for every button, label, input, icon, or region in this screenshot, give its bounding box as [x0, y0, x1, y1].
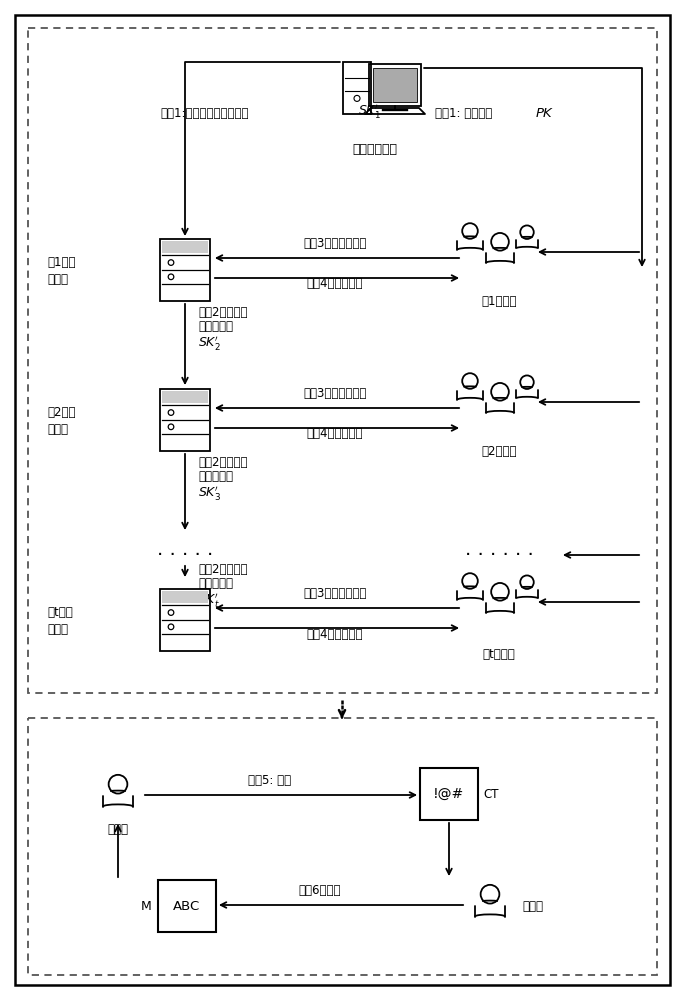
- Text: 钥提取参数: 钥提取参数: [198, 470, 233, 483]
- Text: 钥提取参数: 钥提取参数: [198, 320, 233, 333]
- Text: 步骤3：注册、认证: 步骤3：注册、认证: [303, 587, 366, 600]
- Text: 第2层用户: 第2层用户: [482, 445, 516, 458]
- Text: 第t层认
证机构: 第t层认 证机构: [47, 606, 73, 636]
- Bar: [28, 28, 657, 693]
- Text: ABC: ABC: [173, 900, 201, 912]
- Text: 步骤2：传递私: 步骤2：传递私: [198, 306, 247, 319]
- Text: 步骤2：传递私: 步骤2：传递私: [198, 456, 247, 469]
- Text: 第t层用户: 第t层用户: [483, 648, 515, 661]
- Text: 步骤4：分发私钥: 步骤4：分发私钥: [307, 427, 363, 440]
- Text: $SK_t^{\prime}$: $SK_t^{\prime}$: [198, 591, 220, 609]
- Text: 钥提取参数: 钥提取参数: [198, 577, 233, 590]
- Text: 步骤2：传递私: 步骤2：传递私: [198, 563, 247, 576]
- Bar: [162, 391, 208, 403]
- Bar: [162, 591, 208, 603]
- Bar: [343, 62, 371, 114]
- Bar: [162, 241, 208, 253]
- Text: 加密者: 加密者: [108, 823, 129, 836]
- Text: · · · · ·: · · · · ·: [157, 546, 213, 565]
- Text: !@#: !@#: [434, 787, 464, 801]
- Bar: [160, 589, 210, 651]
- Bar: [420, 768, 478, 820]
- Text: $SK_1^{\prime}$: $SK_1^{\prime}$: [358, 102, 381, 120]
- Bar: [158, 880, 216, 932]
- Bar: [373, 68, 417, 102]
- Text: 解密者: 解密者: [522, 900, 543, 914]
- Text: 步骤3：注册、认证: 步骤3：注册、认证: [303, 237, 366, 250]
- Bar: [160, 389, 210, 451]
- Text: 步骤6：解密: 步骤6：解密: [299, 884, 341, 897]
- Text: CT: CT: [483, 788, 499, 800]
- Text: $SK_2^{\prime}$: $SK_2^{\prime}$: [198, 334, 221, 352]
- Text: 步骤1:传递根私钥提取参数: 步骤1:传递根私钥提取参数: [160, 107, 249, 120]
- Text: 第1层用户: 第1层用户: [482, 295, 516, 308]
- Text: 步骤3：注册、认证: 步骤3：注册、认证: [303, 387, 366, 400]
- Text: M: M: [141, 900, 152, 912]
- Text: 步骤4：分发私钥: 步骤4：分发私钥: [307, 277, 363, 290]
- Text: 第1层认
证机构: 第1层认 证机构: [47, 256, 75, 286]
- Text: 步骤1: 公布公钥: 步骤1: 公布公钥: [435, 107, 493, 120]
- Text: 步骤5: 加密: 步骤5: 加密: [249, 774, 292, 787]
- Bar: [160, 239, 210, 301]
- Text: · · · · · ·: · · · · · ·: [464, 546, 534, 565]
- Bar: [28, 718, 657, 975]
- Text: 第2层认
证机构: 第2层认 证机构: [47, 406, 75, 436]
- Text: 中央授权机构: 中央授权机构: [353, 143, 397, 156]
- Text: $PK$: $PK$: [535, 107, 555, 120]
- Text: $SK_3^{\prime}$: $SK_3^{\prime}$: [198, 484, 221, 502]
- Bar: [369, 64, 421, 106]
- Text: 步骤4：分发私钥: 步骤4：分发私钥: [307, 628, 363, 641]
